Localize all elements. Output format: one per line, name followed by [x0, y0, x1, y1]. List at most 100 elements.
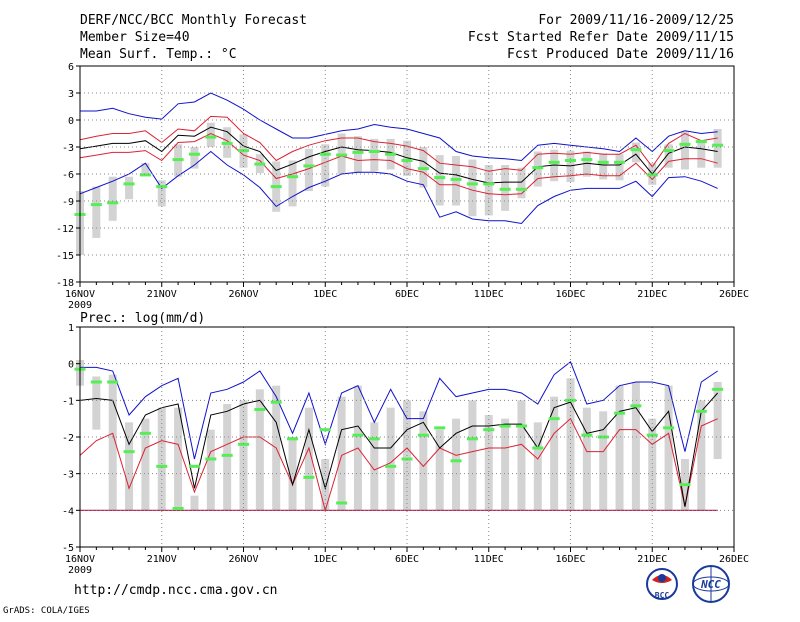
median-marker — [221, 453, 233, 457]
y-tick-label: -1 — [62, 396, 74, 407]
ensemble-box — [566, 378, 575, 511]
ensemble-box — [435, 155, 444, 206]
median-marker — [385, 464, 397, 468]
y-tick-label: 0 — [68, 116, 74, 127]
forecast-start-date: Fcst Started Refer Date 2009/11/15 — [468, 30, 734, 45]
ensemble-box — [631, 142, 640, 163]
figure-title: DERF/NCC/BCC Monthly Forecast — [80, 13, 307, 28]
member-size: Member Size=40 — [80, 30, 190, 45]
ensemble-box — [337, 396, 346, 511]
median-marker — [499, 187, 511, 191]
ensemble-box — [648, 418, 657, 511]
median-marker — [565, 159, 576, 162]
y-tick-label: 0 — [68, 360, 74, 371]
y-tick-label: -4 — [62, 506, 74, 517]
ensemble-box — [288, 160, 297, 207]
y-tick-label: 1 — [68, 323, 74, 334]
median-marker — [483, 182, 495, 186]
upper-sd-line — [79, 417, 718, 513]
x-tick-label: 16DEC — [555, 554, 585, 565]
x-tick-label: 21NOV — [147, 554, 177, 565]
ensemble-box — [435, 429, 444, 511]
y-tick-label: 6 — [68, 62, 74, 73]
x-tick-label: 1DEC — [313, 289, 337, 300]
ensemble-box — [680, 131, 689, 170]
y-tick-label: -15 — [56, 251, 74, 262]
ensemble-box — [255, 389, 264, 511]
median-marker — [499, 424, 511, 428]
x-tick-label: 16DEC — [555, 289, 585, 300]
ensemble-box — [92, 376, 101, 430]
x-tick-label: 6DEC — [395, 554, 419, 565]
ensemble-box — [108, 176, 117, 221]
median-marker — [679, 483, 691, 487]
variable-label: Mean Surf. Temp.: °C — [80, 47, 237, 62]
forecast-period: For 2009/11/16-2009/12/25 — [538, 13, 734, 28]
ensemble-box — [419, 411, 428, 511]
max-line — [80, 361, 718, 460]
mean-line — [79, 392, 719, 507]
y-tick-label: -5 — [62, 543, 74, 554]
median-marker — [139, 173, 151, 177]
median-marker — [466, 182, 478, 186]
median-marker — [565, 398, 576, 402]
precip-title: Prec.: log(mm/d) — [80, 311, 205, 326]
median-marker — [107, 380, 119, 384]
median-marker — [319, 428, 331, 432]
median-marker — [712, 387, 724, 391]
ensemble-box — [615, 385, 624, 511]
ensemble-box — [582, 151, 591, 177]
median-marker — [597, 160, 609, 164]
x-tick-label: 26DEC — [719, 554, 749, 565]
y-tick-label: -3 — [62, 143, 74, 154]
median-marker — [450, 177, 462, 181]
median-marker — [336, 501, 348, 505]
median-marker — [123, 182, 135, 186]
ensemble-box — [533, 422, 542, 511]
x-tick-label: 1DEC — [313, 554, 337, 565]
ensemble-box — [582, 407, 591, 511]
source-url: http://cmdp.ncc.cma.gov.cn — [74, 583, 278, 598]
ensemble-box — [664, 385, 673, 511]
median-marker — [287, 175, 299, 179]
x-tick-label: 11DEC — [474, 554, 504, 565]
ensemble-box — [713, 129, 722, 168]
ensemble-box — [304, 148, 313, 192]
median-marker — [434, 176, 446, 180]
ncc-logo-text: NCC — [700, 578, 721, 591]
x-tick-label: 21NOV — [147, 289, 177, 300]
median-marker — [515, 187, 527, 191]
ensemble-box — [92, 186, 101, 238]
median-marker — [368, 437, 380, 441]
lower-sd-line — [79, 132, 718, 196]
median-marker — [123, 450, 135, 454]
median-marker — [532, 166, 544, 170]
median-marker — [368, 150, 380, 153]
ensemble-box — [517, 400, 526, 511]
median-marker — [466, 437, 478, 441]
median-marker — [352, 433, 364, 437]
median-marker — [336, 153, 348, 157]
ensemble-box — [370, 138, 379, 172]
median-marker — [139, 431, 151, 435]
median-marker — [712, 143, 724, 147]
median-marker — [532, 446, 544, 450]
median-marker — [352, 150, 364, 154]
ensemble-box — [452, 418, 461, 511]
median-marker — [695, 409, 707, 413]
median-marker — [483, 428, 495, 432]
y-tick-label: -9 — [62, 197, 74, 208]
median-marker — [450, 459, 462, 463]
min-line — [79, 150, 718, 225]
median-marker — [663, 149, 675, 153]
ensemble-box — [108, 374, 117, 511]
median-marker — [107, 201, 119, 205]
ensemble-box — [125, 422, 134, 511]
ensemble-box — [615, 154, 624, 181]
ensemble-box — [664, 144, 673, 168]
ensemble-box — [141, 418, 150, 511]
x-tick-label: 6DEC — [395, 289, 419, 300]
